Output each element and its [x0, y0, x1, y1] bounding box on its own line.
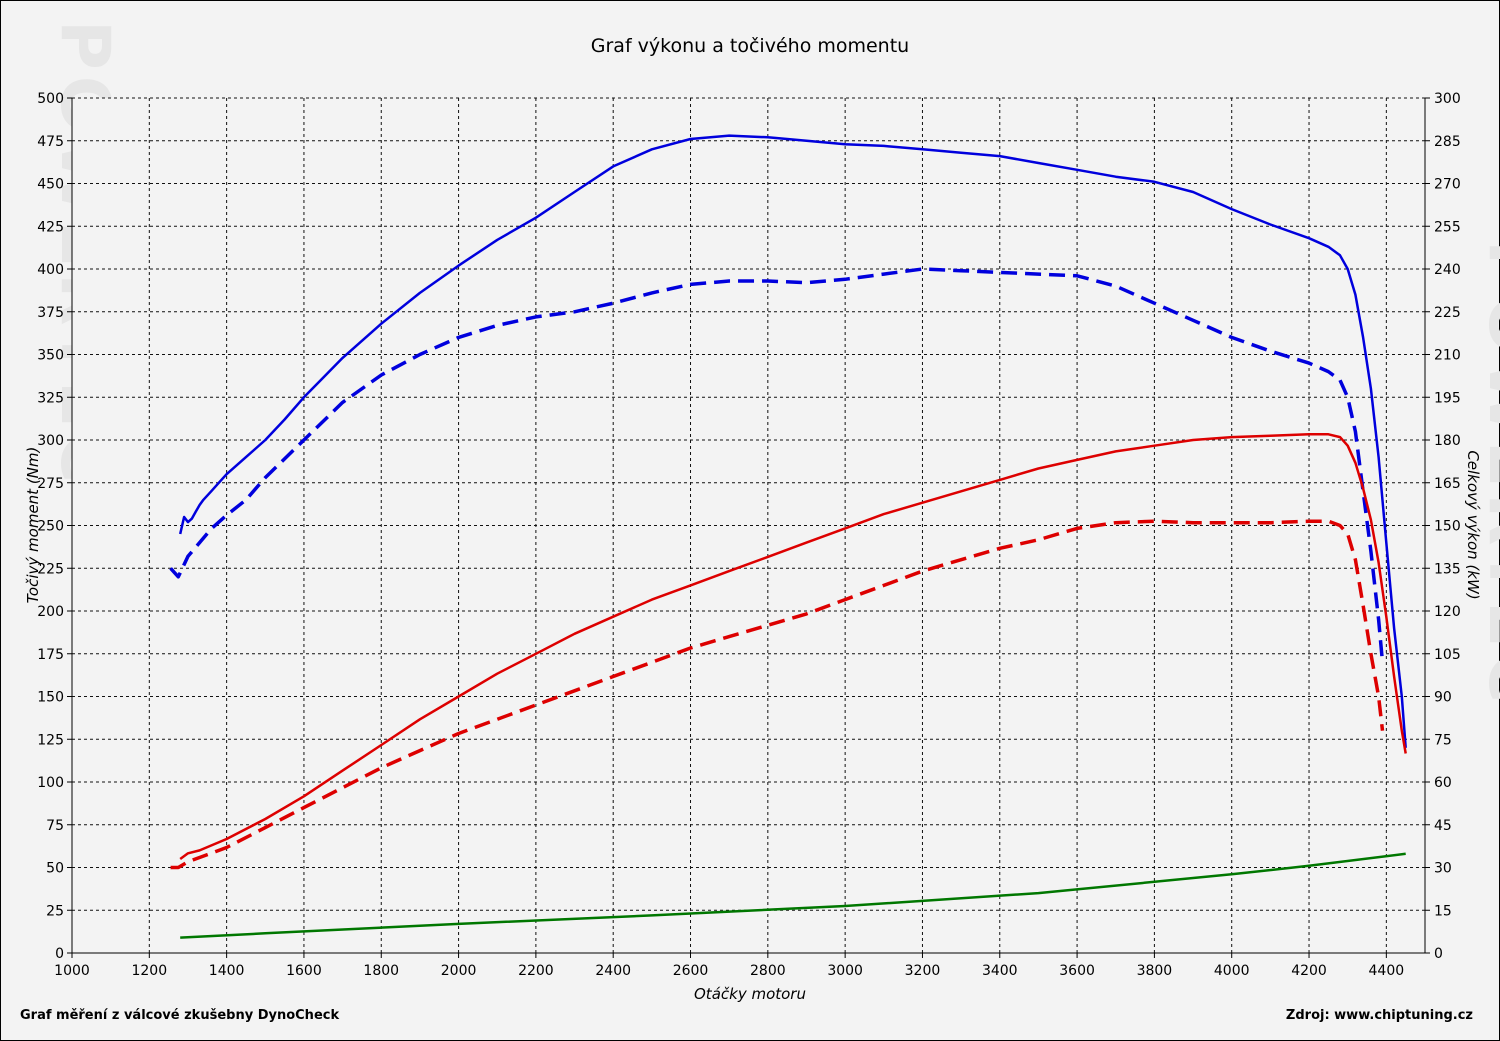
y-left-tick-label: 0	[55, 946, 64, 962]
x-axis-label: Otáčky motoru	[694, 985, 806, 1003]
y-left-tick-label: 425	[37, 219, 64, 235]
y-right-tick-label: 270	[1434, 177, 1461, 193]
x-tick-label: 2800	[750, 963, 786, 979]
x-tick-label: 1000	[54, 963, 90, 979]
series-lines	[169, 134, 1407, 939]
y-right-tick-label: 135	[1434, 561, 1461, 577]
y-right-tick-label: 120	[1434, 604, 1461, 620]
footer-source-note: Graf měření z válcové zkušebny DynoCheck	[20, 1008, 340, 1023]
y-left-tick-label: 400	[37, 262, 64, 278]
y-left-tick-label: 350	[37, 348, 64, 364]
y-right-axis-label: Celkový výkon (kW)	[1464, 450, 1482, 599]
y-left-tick-label: 50	[46, 861, 64, 877]
y-right-tick-label: 45	[1434, 818, 1452, 834]
x-tick-label: 1200	[131, 963, 167, 979]
y-left-axis-label: Točivý moment (Nm)	[24, 447, 42, 604]
series-line-1	[169, 267, 1385, 663]
series-line-3	[170, 519, 1385, 870]
y-right-tick-label: 225	[1434, 305, 1461, 321]
y-left-tick-label: 275	[37, 476, 64, 492]
y-left-tick-label: 250	[37, 519, 64, 535]
y-left-tick-label: 100	[37, 775, 64, 791]
footer-credit: Zdroj: www.chiptuning.cz	[1285, 1008, 1473, 1023]
y-right-tick-label: 75	[1434, 732, 1452, 748]
y-left-tick-label: 300	[37, 433, 64, 449]
chart-title: Graf výkonu a točivého momentu	[591, 35, 909, 57]
x-tick-label: 4200	[1291, 963, 1327, 979]
x-tick-label: 2200	[518, 963, 554, 979]
y-right-tick-label: 15	[1434, 903, 1452, 919]
y-right-tick-label: 90	[1434, 690, 1452, 706]
chart-texts: Graf výkonu a točivého momentu Otáčky mot…	[24, 35, 1482, 1003]
y-left-tick-label: 175	[37, 647, 64, 663]
y-left-tick-label: 75	[46, 818, 64, 834]
x-tick-label: 3600	[1059, 963, 1095, 979]
x-tick-label: 3000	[827, 963, 863, 979]
series-line-0	[178, 134, 1407, 748]
y-right-tick-label: 180	[1434, 433, 1461, 449]
y-left-tick-label: 200	[37, 604, 64, 620]
y-right-tick-label: 105	[1434, 647, 1461, 663]
y-left-tick-label: 25	[46, 903, 64, 919]
grid	[72, 97, 1425, 953]
x-tick-label: 3200	[905, 963, 941, 979]
x-tick-label: 2000	[441, 963, 477, 979]
x-tick-label: 4000	[1214, 963, 1250, 979]
y-right-tick-label: 150	[1434, 519, 1461, 535]
series-line-4	[180, 852, 1406, 939]
x-tick-label: 1400	[209, 963, 245, 979]
series-line-2	[179, 433, 1407, 861]
y-right-tick-label: 165	[1434, 476, 1461, 492]
y-right-tick-label: 300	[1434, 91, 1461, 107]
y-left-tick-label: 500	[37, 91, 64, 107]
y-left-tick-label: 375	[37, 305, 64, 321]
y-left-tick-label: 150	[37, 690, 64, 706]
y-left-tick-label: 475	[37, 134, 64, 150]
y-right-tick-label: 240	[1434, 262, 1461, 278]
y-left-tick-label: 225	[37, 561, 64, 577]
x-tick-label: 1800	[363, 963, 399, 979]
y-left-tick-label: 325	[37, 390, 64, 406]
y-right-tick-label: 60	[1434, 775, 1452, 791]
y-right-tick-label: 195	[1434, 390, 1461, 406]
y-right-tick-label: 30	[1434, 861, 1452, 877]
y-right-tick-label: 285	[1434, 134, 1461, 150]
y-right-tick-label: 0	[1434, 946, 1443, 962]
axes: 1000 1200 1400 1600 1800 2000 2200 2400 2600 2800…	[37, 91, 1460, 979]
x-tick-label: 1600	[286, 963, 322, 979]
x-tick-label: 2400	[595, 963, 631, 979]
x-tick-label: 3800	[1137, 963, 1173, 979]
y-left-tick-label: 125	[37, 732, 64, 748]
y-left-tick-label: 450	[37, 177, 64, 193]
watermark-side-text-right: POWERTEC	[1473, 240, 1500, 709]
y-right-tick-label: 255	[1434, 219, 1461, 235]
plot-area	[72, 98, 1425, 953]
y-right-tick-label: 210	[1434, 348, 1461, 364]
x-tick-label: 3400	[982, 963, 1018, 979]
x-tick-label: 2600	[673, 963, 709, 979]
x-tick-label: 4400	[1369, 963, 1405, 979]
